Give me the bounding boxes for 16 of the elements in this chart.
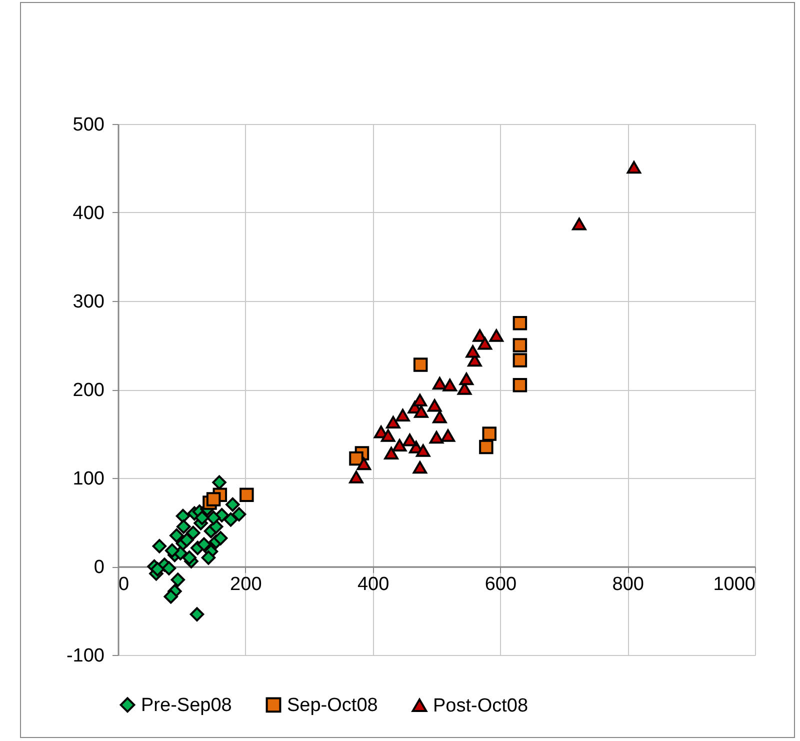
y-tick-label: 0 bbox=[94, 557, 104, 578]
legend-label: Post-Oct08 bbox=[433, 695, 528, 716]
x-tick-label: 1000 bbox=[713, 574, 756, 595]
legend-label: Sep-Oct08 bbox=[287, 694, 378, 716]
x-tick-label: 800 bbox=[612, 574, 644, 595]
x-tick-label: 600 bbox=[484, 574, 517, 595]
x-tick-label: 0 bbox=[118, 574, 130, 595]
y-tick-label: 300 bbox=[72, 292, 104, 312]
x-tick-label: 200 bbox=[230, 574, 262, 595]
y-tick-label: 200 bbox=[72, 380, 104, 401]
y-tick-label: 500 bbox=[72, 114, 104, 136]
y-tick-label: -100 bbox=[66, 646, 104, 666]
x-tick-label: 400 bbox=[357, 574, 390, 595]
y-tick-label: 400 bbox=[72, 203, 104, 224]
legend-label: Pre-Sep08 bbox=[141, 694, 232, 716]
y-tick-label: 100 bbox=[72, 468, 104, 490]
